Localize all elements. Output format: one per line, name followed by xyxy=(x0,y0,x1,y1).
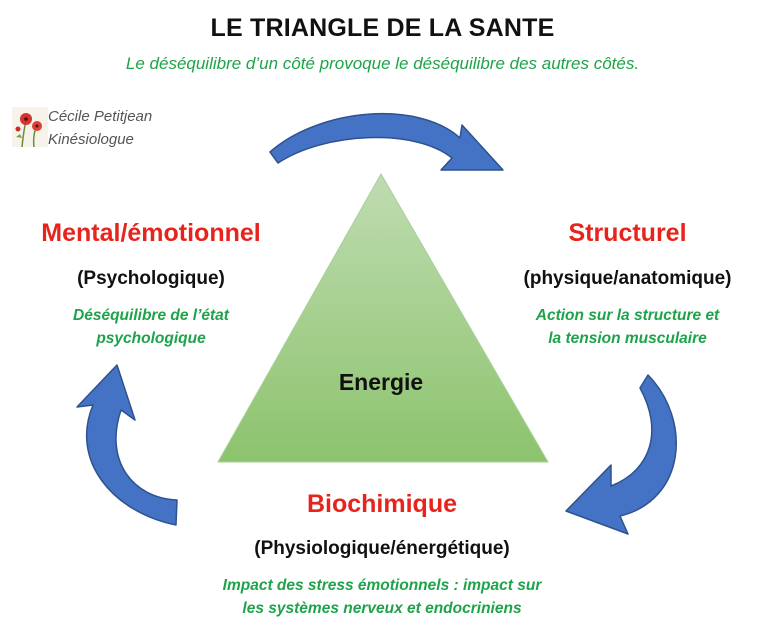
node-biochimique-desc-line1: Impact des stress émotionnels : impact s… xyxy=(222,577,542,594)
page-subtitle: Le déséquilibre d’un côté provoque le dé… xyxy=(125,54,640,73)
node-biochimique-sub: (Physiologique/énergétique) xyxy=(254,538,510,559)
center-label: Energie xyxy=(338,369,424,395)
node-mental-desc-line1: Déséquilibre de l’état xyxy=(73,307,229,324)
node-mental-desc-line2: psychologique xyxy=(96,330,206,347)
node-structurel-title: Structurel xyxy=(568,219,687,247)
node-mental-desc: Déséquilibre de l’état psychologique xyxy=(0,304,302,350)
node-structurel-desc: Action sur la structure et la tension mu… xyxy=(490,304,765,350)
cycle-arrow-top xyxy=(269,113,504,171)
page-title: LE TRIANGLE DE LA SANTE xyxy=(210,14,555,42)
node-biochimique-desc-line2: les systèmes nerveux et endocriniens xyxy=(242,600,522,617)
node-mental-sub: (Psychologique) xyxy=(77,268,225,289)
cycle-arrow-right xyxy=(565,374,677,535)
cycle-arrow-left xyxy=(76,364,178,526)
author-role: Kinésiologue xyxy=(48,131,134,148)
node-biochimique-desc: Impact des stress émotionnels : impact s… xyxy=(150,574,614,620)
poppy-flower-icon xyxy=(12,107,48,147)
author-block: Cécile Petitjean Kinésiologue xyxy=(48,105,152,151)
energy-triangle xyxy=(217,172,549,463)
node-structurel-desc-line2: la tension musculaire xyxy=(548,330,707,347)
node-mental-title: Mental/émotionnel xyxy=(41,219,261,247)
node-biochimique-title: Biochimique xyxy=(306,490,457,518)
author-name: Cécile Petitjean xyxy=(48,108,153,125)
node-structurel-sub: (physique/anatomique) xyxy=(523,268,732,289)
node-structurel-desc-line1: Action sur la structure et xyxy=(535,307,720,324)
